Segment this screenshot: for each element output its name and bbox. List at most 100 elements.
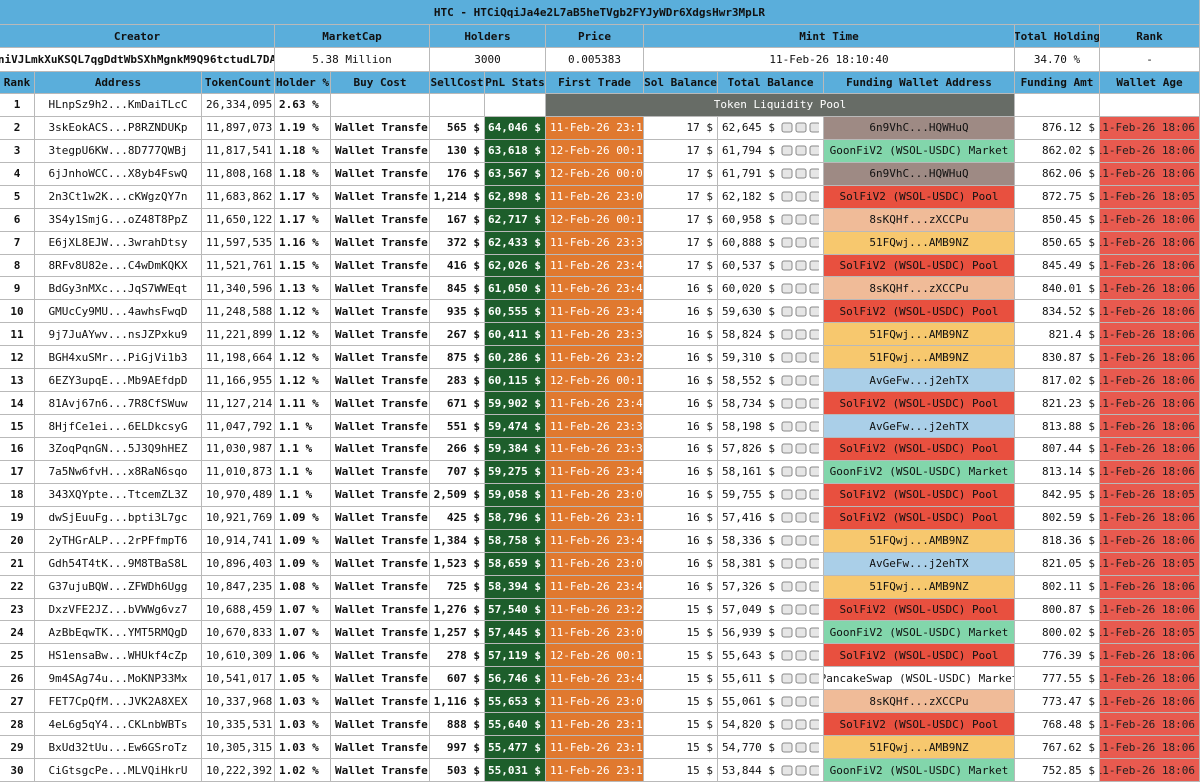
icon[interactable]	[781, 673, 793, 684]
icon[interactable]	[809, 673, 819, 684]
icon[interactable]	[809, 604, 819, 615]
icon[interactable]	[809, 260, 819, 271]
icon[interactable]	[781, 466, 793, 477]
icon[interactable]	[781, 283, 793, 294]
icon[interactable]	[809, 696, 819, 707]
icon[interactable]	[809, 443, 819, 454]
icon[interactable]	[809, 214, 819, 225]
icon[interactable]	[809, 466, 819, 477]
link-icons[interactable]	[780, 489, 819, 500]
icon[interactable]	[795, 604, 807, 615]
icon[interactable]	[781, 719, 793, 730]
icon[interactable]	[795, 443, 807, 454]
link-icons[interactable]	[780, 604, 819, 615]
link-icons[interactable]	[780, 352, 819, 363]
icon[interactable]	[781, 306, 793, 317]
link-icons[interactable]	[780, 375, 819, 386]
icon[interactable]	[781, 581, 793, 592]
icon[interactable]	[795, 581, 807, 592]
icon[interactable]	[795, 168, 807, 179]
link-icons[interactable]	[780, 581, 819, 592]
link-icons[interactable]	[780, 421, 819, 432]
icon[interactable]	[795, 558, 807, 569]
link-icons[interactable]	[780, 283, 819, 294]
link-icons[interactable]	[780, 673, 819, 684]
icon[interactable]	[781, 214, 793, 225]
icon[interactable]	[795, 306, 807, 317]
icon[interactable]	[781, 260, 793, 271]
icon[interactable]	[795, 398, 807, 409]
icon[interactable]	[781, 168, 793, 179]
icon[interactable]	[781, 329, 793, 340]
icon[interactable]	[809, 168, 819, 179]
link-icons[interactable]	[780, 765, 819, 776]
link-icons[interactable]	[780, 214, 819, 225]
icon[interactable]	[781, 765, 793, 776]
icon[interactable]	[795, 535, 807, 546]
link-icons[interactable]	[780, 696, 819, 707]
icon[interactable]	[809, 398, 819, 409]
icon[interactable]	[809, 489, 819, 500]
icon[interactable]	[809, 581, 819, 592]
icon[interactable]	[781, 535, 793, 546]
icon[interactable]	[795, 466, 807, 477]
icon[interactable]	[795, 489, 807, 500]
link-icons[interactable]	[780, 512, 819, 523]
icon[interactable]	[795, 375, 807, 386]
icon[interactable]	[781, 191, 793, 202]
link-icons[interactable]	[780, 719, 819, 730]
icon[interactable]	[781, 145, 793, 156]
icon[interactable]	[781, 122, 793, 133]
icon[interactable]	[809, 352, 819, 363]
icon[interactable]	[809, 237, 819, 248]
icon[interactable]	[809, 306, 819, 317]
link-icons[interactable]	[780, 191, 819, 202]
icon[interactable]	[781, 627, 793, 638]
icon[interactable]	[795, 673, 807, 684]
icon[interactable]	[795, 719, 807, 730]
icon[interactable]	[781, 650, 793, 661]
link-icons[interactable]	[780, 398, 819, 409]
icon[interactable]	[795, 283, 807, 294]
icon[interactable]	[795, 352, 807, 363]
icon[interactable]	[809, 145, 819, 156]
icon[interactable]	[809, 421, 819, 432]
icon[interactable]	[781, 489, 793, 500]
icon[interactable]	[795, 696, 807, 707]
icon[interactable]	[795, 512, 807, 523]
icon[interactable]	[809, 765, 819, 776]
link-icons[interactable]	[780, 260, 819, 271]
icon[interactable]	[795, 122, 807, 133]
icon[interactable]	[795, 627, 807, 638]
link-icons[interactable]	[780, 122, 819, 133]
link-icons[interactable]	[780, 535, 819, 546]
icon[interactable]	[781, 421, 793, 432]
icon[interactable]	[795, 650, 807, 661]
icon[interactable]	[781, 375, 793, 386]
link-icons[interactable]	[780, 443, 819, 454]
link-icons[interactable]	[780, 168, 819, 179]
icon[interactable]	[809, 650, 819, 661]
icon[interactable]	[809, 535, 819, 546]
icon[interactable]	[781, 512, 793, 523]
link-icons[interactable]	[780, 237, 819, 248]
icon[interactable]	[795, 329, 807, 340]
icon[interactable]	[781, 352, 793, 363]
icon[interactable]	[809, 627, 819, 638]
icon[interactable]	[809, 558, 819, 569]
icon[interactable]	[795, 237, 807, 248]
icon[interactable]	[809, 283, 819, 294]
link-icons[interactable]	[780, 558, 819, 569]
icon[interactable]	[781, 237, 793, 248]
icon[interactable]	[781, 604, 793, 615]
icon[interactable]	[809, 742, 819, 753]
icon[interactable]	[795, 765, 807, 776]
link-icons[interactable]	[780, 650, 819, 661]
icon[interactable]	[781, 696, 793, 707]
icon[interactable]	[781, 443, 793, 454]
link-icons[interactable]	[780, 145, 819, 156]
link-icons[interactable]	[780, 742, 819, 753]
icon[interactable]	[809, 719, 819, 730]
icon[interactable]	[795, 260, 807, 271]
icon[interactable]	[795, 191, 807, 202]
